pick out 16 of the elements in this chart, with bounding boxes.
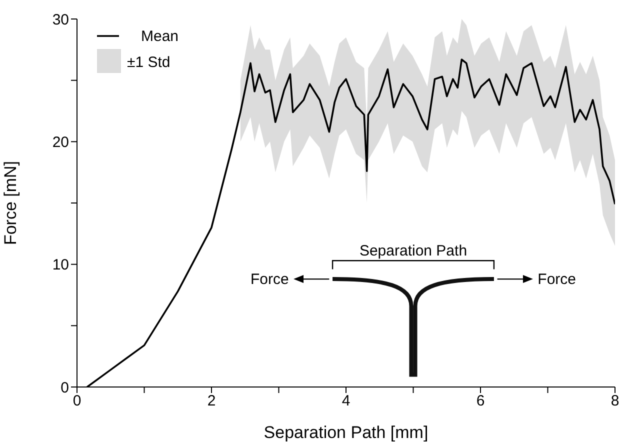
x-axis-title: Separation Path [mm] [264,423,428,442]
y-tick-label: 20 [52,134,69,151]
annotation: ±1 Std [127,54,170,71]
annotation: Force [538,271,576,288]
y-tick-label: 0 [60,379,69,396]
y-axis-title: Force [mN] [1,160,20,246]
annotation: Separation Path [359,242,468,260]
x-tick-label: 2 [207,392,216,410]
legend-label: Mean [141,28,179,45]
y-tick-label: 10 [52,256,69,274]
annotation: Force [250,271,289,288]
y-tick-label: 30 [52,11,69,28]
x-tick-label: 4 [342,392,350,410]
x-tick-label: 0 [72,392,82,410]
x-tick-label: 6 [476,392,485,410]
x-tick-label: 8 [610,392,620,410]
